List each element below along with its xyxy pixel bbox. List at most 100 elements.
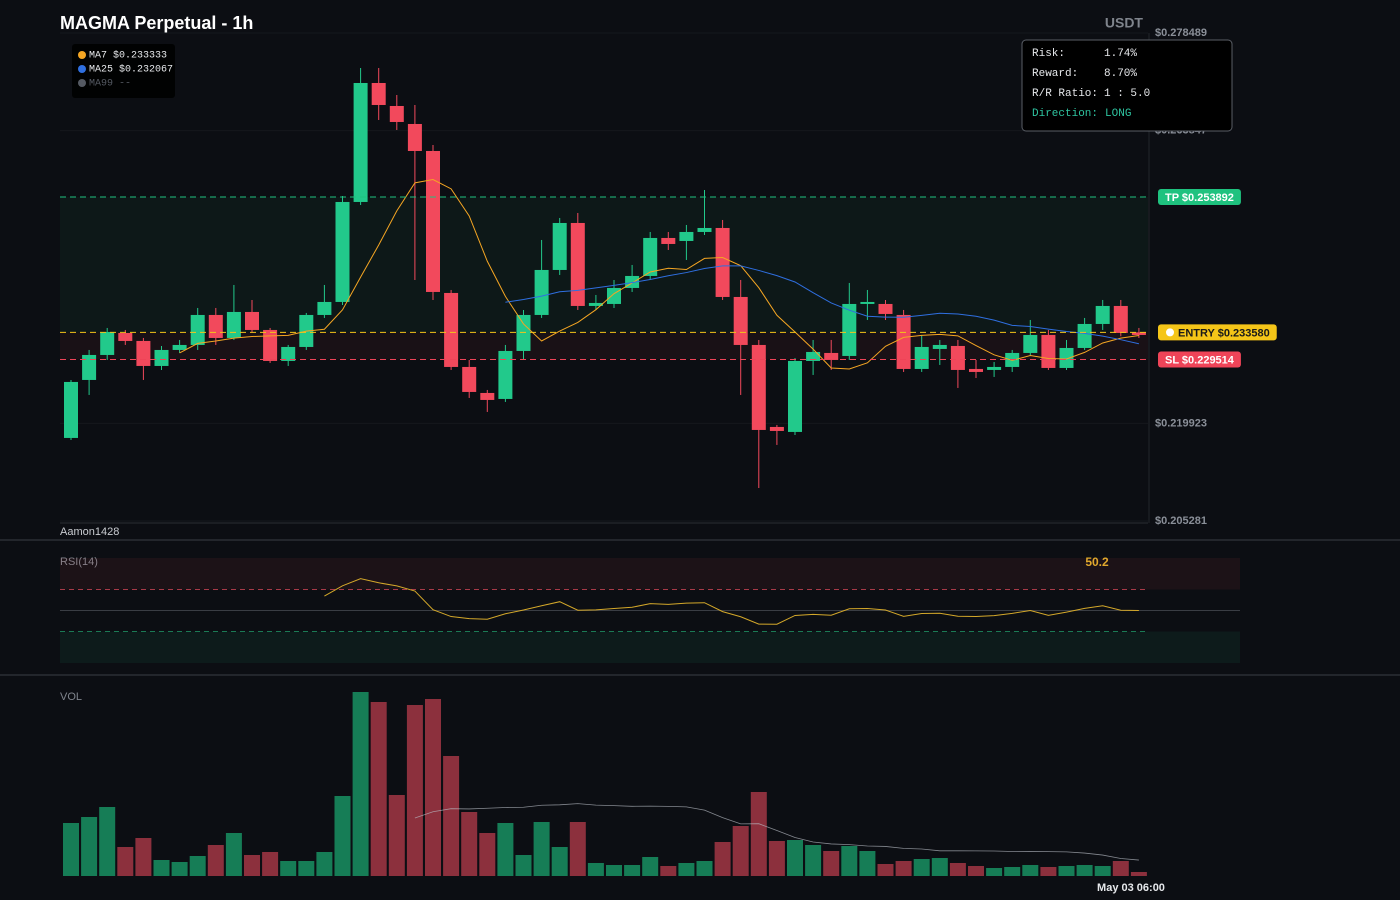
candle-body (444, 292, 459, 367)
info-value: 1.74% (1104, 48, 1137, 60)
rsi-zone (60, 631, 1240, 663)
volume-bar (406, 705, 423, 876)
candle-body (878, 303, 893, 314)
candle-body (1041, 334, 1056, 368)
candle-body (697, 227, 712, 232)
candle-body (190, 314, 205, 345)
volume-bar (968, 866, 984, 876)
candle-body (643, 237, 658, 276)
volume-bar (99, 807, 116, 876)
candle-body (64, 381, 78, 438)
volume-bar (1076, 865, 1093, 876)
volume-bar (1094, 866, 1111, 876)
volume-bar (1004, 867, 1021, 876)
candle-body (208, 314, 223, 338)
volume-bar (244, 855, 260, 876)
info-value: 8.70% (1104, 68, 1137, 80)
level-tag-bg (1158, 351, 1241, 368)
volume-bar (334, 796, 351, 876)
volume-bar (986, 868, 1003, 876)
volume-bar (479, 833, 496, 876)
volume-bar (207, 845, 224, 876)
candle-body (860, 301, 875, 304)
candle-body (226, 311, 241, 338)
legend-swatch (78, 51, 86, 59)
info-key: Reward: (1032, 68, 1078, 80)
volume-bar (714, 842, 731, 876)
legend-label: MA7 $0.233333 (89, 50, 167, 62)
volume-bar (823, 851, 840, 876)
candle-body (1113, 305, 1128, 333)
candle-body (462, 366, 477, 392)
volume-bar (63, 823, 79, 876)
legend-label: MA99 -- (89, 79, 131, 90)
volume-bar (787, 840, 803, 876)
ma-line (505, 265, 1140, 345)
candle-body (769, 426, 784, 431)
candle-body (1077, 323, 1092, 348)
legend-swatch (78, 79, 86, 87)
volume-bar (732, 826, 749, 876)
candle-body (1023, 334, 1038, 353)
rsi-title: RSI(14) (60, 556, 98, 568)
volume-bar (117, 847, 134, 876)
level-icon (1166, 328, 1174, 337)
level-tag: TP $0.253892 (1158, 188, 1241, 205)
legend-swatch (78, 65, 86, 73)
candle-body (733, 296, 748, 345)
candle-body (335, 201, 350, 302)
legend-bg (72, 44, 175, 98)
candle-body (715, 227, 730, 297)
candle-body (245, 311, 259, 330)
level-label: SL $0.229514 (1165, 354, 1235, 366)
candle-body (1095, 305, 1110, 324)
volume-bar (696, 861, 713, 876)
candle-body (516, 314, 531, 351)
level-label: ENTRY $0.233580 (1178, 327, 1270, 339)
volume-bar (280, 861, 297, 876)
candle-body (679, 231, 694, 241)
chart-title: MAGMA Perpetual - 1h (60, 13, 253, 33)
candle-body (426, 150, 440, 292)
candle-body (100, 331, 115, 355)
volume-bar (225, 833, 242, 876)
candle-body (987, 366, 1002, 370)
volume-bar (805, 845, 822, 876)
volume-bar (388, 795, 405, 876)
volume-bar (750, 792, 767, 876)
volume-bar (443, 756, 460, 876)
candle-body (1131, 332, 1146, 335)
volume-bar (316, 852, 333, 876)
volume-bar (153, 860, 170, 876)
volume-bar (262, 852, 279, 876)
rsi-zone (60, 558, 1240, 590)
volume-bar (551, 847, 568, 876)
info-value: 1 : 5.0 (1104, 88, 1150, 100)
volume-bar (1112, 861, 1129, 876)
candle-body (82, 354, 97, 380)
info-box: Risk: 1.74% Reward: 8.70% R/R Ratio: 1 : 5.0 D… (1021, 39, 1233, 132)
volume-bar (841, 846, 858, 876)
legend: MA7 $0.233333 MA25 $0.232067 MA99 -- (72, 44, 175, 98)
volume-bar (660, 866, 677, 876)
vol-title: VOL (60, 691, 82, 703)
candle-body (788, 360, 802, 432)
volume-bar (461, 812, 478, 876)
candle-body (824, 352, 839, 360)
candle-body (1059, 347, 1074, 368)
candle-body (534, 269, 549, 315)
candle-body (317, 301, 332, 315)
level-zone (60, 196, 1148, 333)
volume-bar (913, 859, 930, 876)
candle-body (118, 332, 133, 341)
volume-bar (768, 841, 785, 876)
y-tick-label: $0.278489 (1155, 27, 1207, 39)
candle-body (498, 350, 513, 399)
candle-body (353, 82, 368, 202)
volume-bar (949, 863, 966, 876)
volume-bar (497, 823, 514, 876)
level-label: TP $0.253892 (1165, 192, 1234, 204)
candle-body (932, 344, 947, 349)
info-key: Direction: (1032, 108, 1098, 120)
